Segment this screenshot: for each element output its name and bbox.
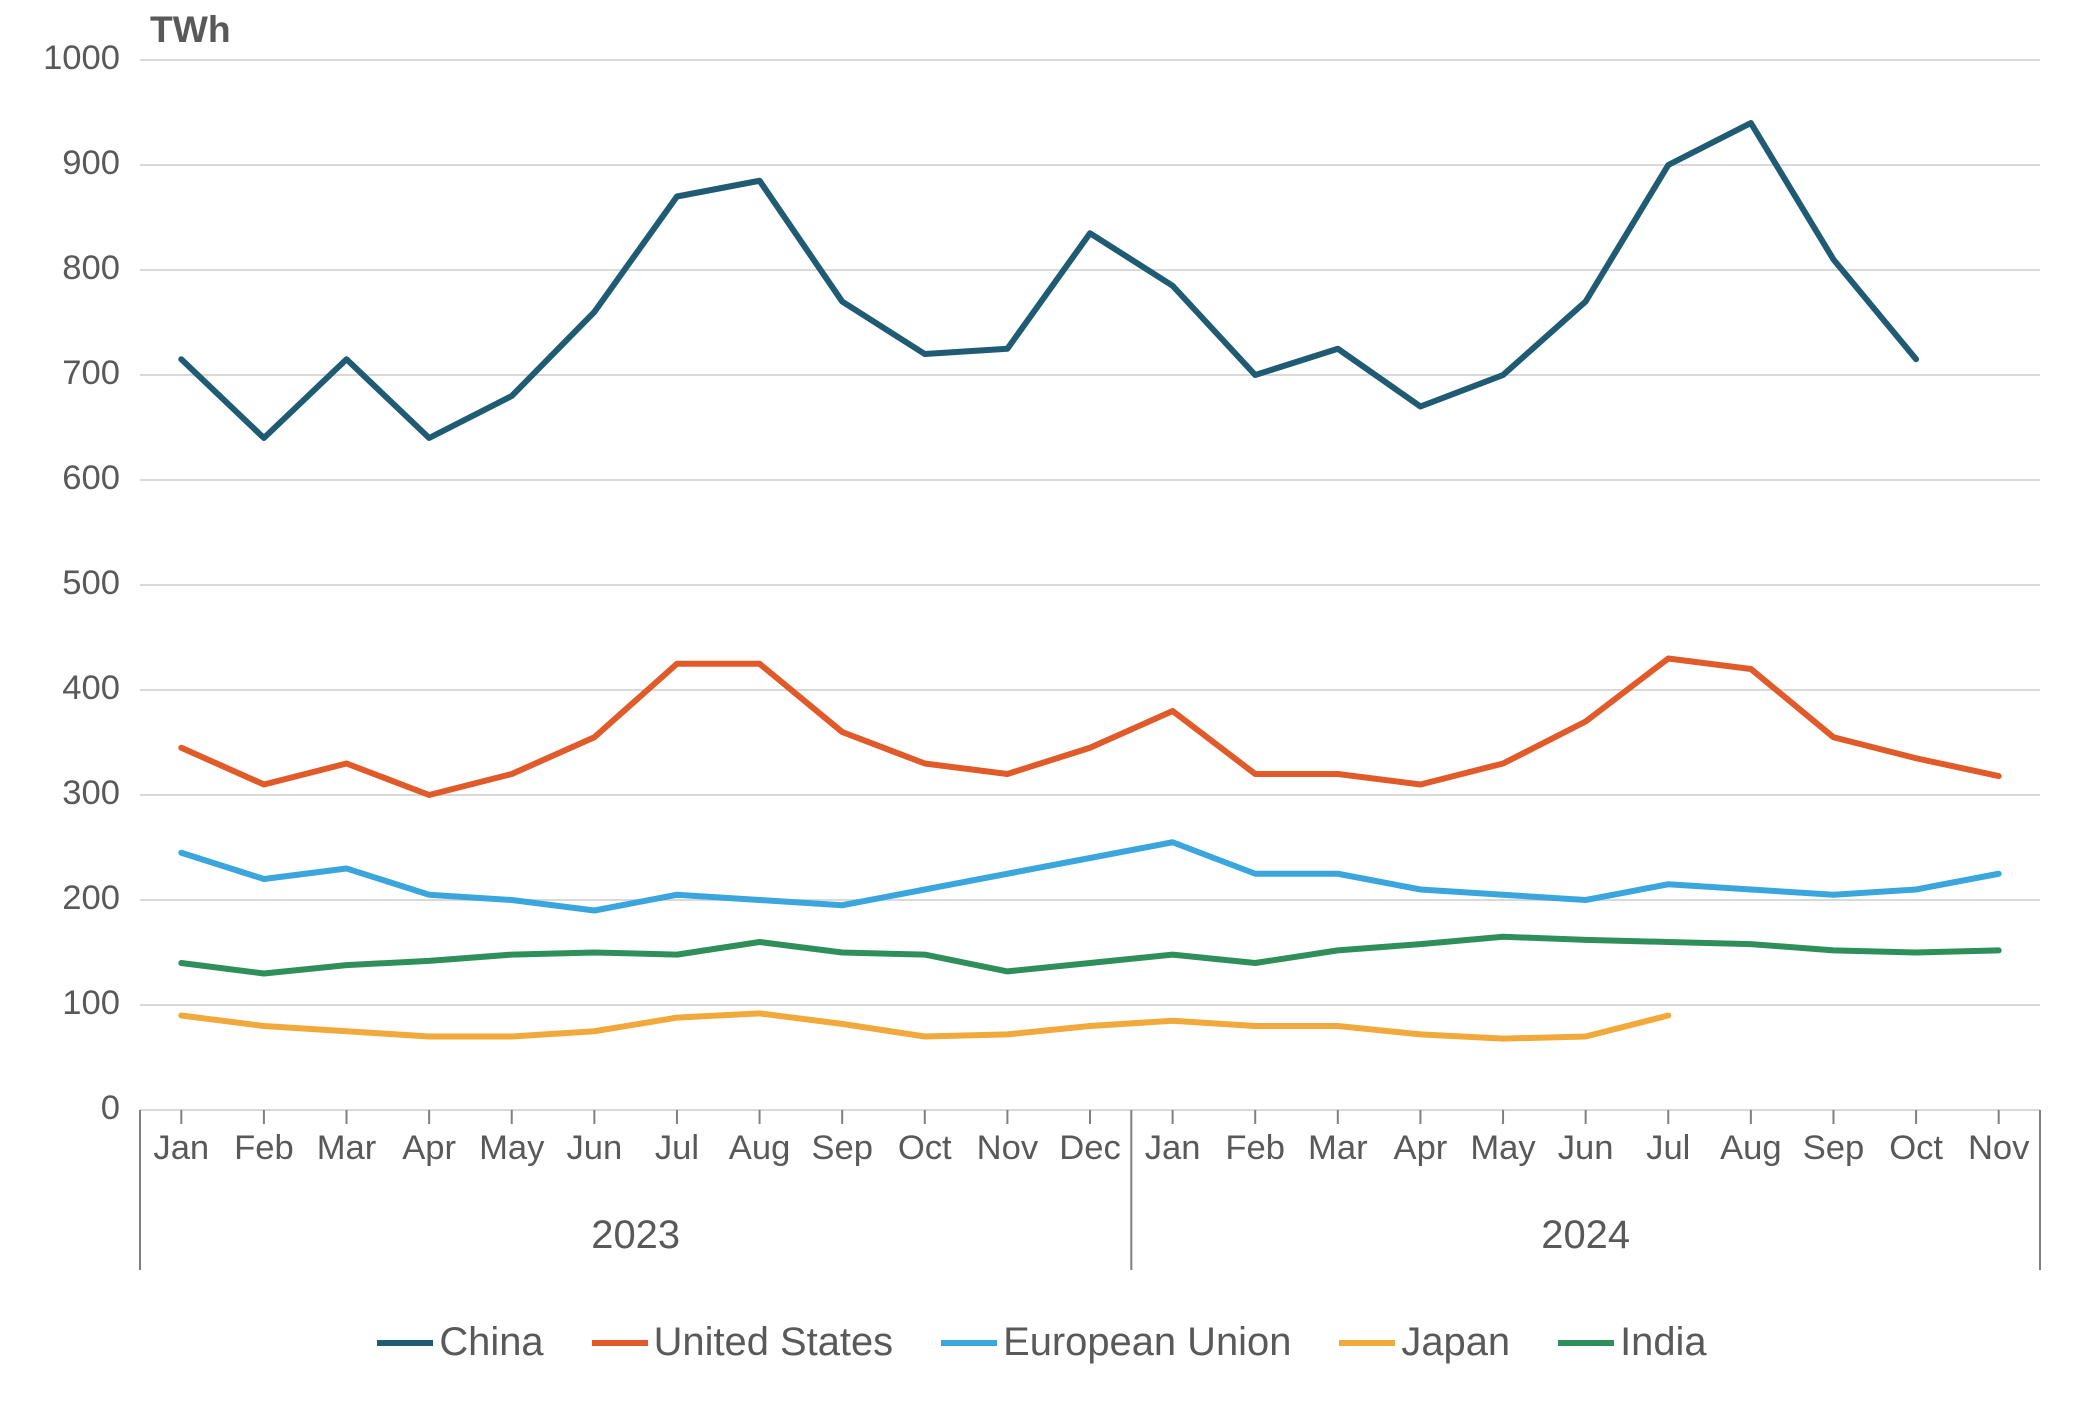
x-tick-label: Feb bbox=[234, 1129, 294, 1167]
line-chart: 0 100 200 300 400 500 600 700 800 900 1000 TWh Jan Fe… bbox=[0, 0, 2084, 1417]
legend-label: Japan bbox=[1401, 1320, 1510, 1365]
year-group-label: 2023 bbox=[591, 1213, 680, 1257]
x-tick-label: Apr bbox=[1394, 1129, 1448, 1167]
legend-item: United States bbox=[592, 1320, 893, 1365]
legend-swatch bbox=[1558, 1340, 1614, 1346]
x-tick-label: Mar bbox=[317, 1129, 377, 1167]
x-tick-label: Jan bbox=[1145, 1129, 1201, 1167]
x-tick-label: Sep bbox=[1803, 1129, 1865, 1167]
x-tick-label: Jul bbox=[655, 1129, 699, 1167]
x-tick-label: Jun bbox=[1558, 1129, 1614, 1167]
legend-label: China bbox=[439, 1320, 543, 1365]
year-group-label: 2024 bbox=[1541, 1213, 1630, 1257]
x-tick-label: Mar bbox=[1308, 1129, 1368, 1167]
x-tick-label: Nov bbox=[1968, 1129, 2030, 1167]
x-tick-label: Jul bbox=[1646, 1129, 1690, 1167]
legend-label: United States bbox=[654, 1320, 893, 1365]
legend-item: China bbox=[377, 1320, 543, 1365]
x-tick-label: Apr bbox=[402, 1129, 456, 1167]
x-tick-label: May bbox=[479, 1129, 545, 1167]
y-tick-label: 100 bbox=[62, 984, 120, 1022]
x-tick-label: Aug bbox=[1720, 1129, 1782, 1167]
x-tick-label: Oct bbox=[1889, 1129, 1943, 1167]
legend-item: Japan bbox=[1339, 1320, 1510, 1365]
chart-canvas: 0 100 200 300 400 500 600 700 800 900 1000 TWh Jan Fe… bbox=[0, 0, 2084, 1417]
x-tick-label: Jun bbox=[566, 1129, 622, 1167]
legend-item: European Union bbox=[941, 1320, 1291, 1365]
x-tick-label: Feb bbox=[1225, 1129, 1285, 1167]
x-tick-label: Sep bbox=[811, 1129, 873, 1167]
legend-swatch bbox=[377, 1340, 433, 1346]
x-tick-label: Nov bbox=[977, 1129, 1039, 1167]
chart-legend: China United States European Union Japan Ind… bbox=[0, 1320, 2084, 1365]
legend-label: India bbox=[1620, 1320, 1707, 1365]
y-axis-unit-label: TWh bbox=[150, 8, 231, 50]
legend-swatch bbox=[1339, 1340, 1395, 1346]
x-tick-label: Oct bbox=[898, 1129, 952, 1167]
y-tick-label: 700 bbox=[62, 354, 120, 392]
legend-swatch bbox=[941, 1340, 997, 1346]
y-tick-label: 900 bbox=[62, 144, 120, 182]
x-tick-label: Jan bbox=[153, 1129, 209, 1167]
x-tick-label: May bbox=[1470, 1129, 1536, 1167]
y-tick-label: 300 bbox=[62, 774, 120, 812]
legend-item: India bbox=[1558, 1320, 1707, 1365]
legend-label: European Union bbox=[1003, 1320, 1291, 1365]
y-tick-label: 800 bbox=[62, 249, 120, 287]
legend-swatch bbox=[592, 1340, 648, 1346]
y-tick-label: 0 bbox=[101, 1089, 120, 1127]
y-tick-label: 600 bbox=[62, 459, 120, 497]
x-tick-label: Dec bbox=[1059, 1129, 1121, 1167]
y-tick-label: 500 bbox=[62, 564, 120, 602]
y-tick-label: 400 bbox=[62, 669, 120, 707]
y-tick-label: 200 bbox=[62, 879, 120, 917]
y-tick-label: 1000 bbox=[43, 39, 120, 77]
x-tick-label: Aug bbox=[729, 1129, 791, 1167]
